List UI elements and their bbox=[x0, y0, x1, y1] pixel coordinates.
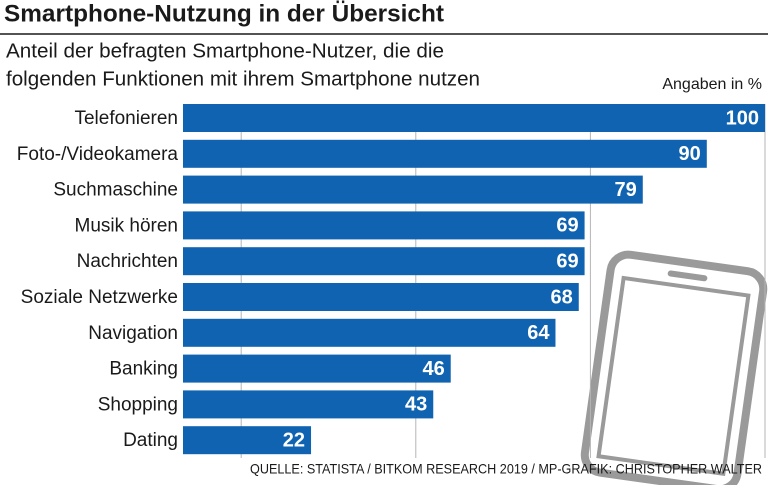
category-label: Telefonieren bbox=[74, 108, 178, 129]
category-label: Nachrichten bbox=[77, 251, 178, 272]
category-label: Shopping bbox=[98, 394, 178, 415]
value-label: 100 bbox=[726, 107, 759, 129]
bar bbox=[183, 283, 579, 311]
value-label: 90 bbox=[679, 143, 701, 165]
chart-title: Smartphone-Nutzung in der Übersicht bbox=[4, 0, 444, 27]
source-note: QUELLE: STATISTA / BITKOM RESEARCH 2019 … bbox=[250, 461, 762, 477]
value-label: 22 bbox=[283, 429, 305, 451]
category-label: Navigation bbox=[88, 323, 178, 344]
bar bbox=[183, 354, 451, 383]
category-label: Foto-/Videokamera bbox=[17, 144, 179, 165]
bar bbox=[183, 104, 765, 132]
value-label: 64 bbox=[527, 322, 550, 344]
category-label: Suchmaschine bbox=[53, 180, 178, 201]
bar bbox=[183, 318, 556, 347]
bar bbox=[183, 390, 434, 419]
subtitle: folgenden Funktionen mit ihrem Smartphon… bbox=[6, 68, 480, 90]
phone-icon bbox=[580, 250, 768, 485]
value-label: 68 bbox=[551, 286, 573, 308]
value-label: 69 bbox=[556, 215, 578, 237]
value-label: 43 bbox=[405, 394, 427, 416]
subtitle: Anteil der befragten Smartphone-Nutzer, … bbox=[6, 40, 444, 62]
category-label: Soziale Netzwerke bbox=[21, 287, 178, 308]
unit-label: Angaben in % bbox=[662, 76, 762, 93]
bar bbox=[183, 139, 707, 168]
bar bbox=[183, 426, 312, 455]
bar bbox=[183, 175, 643, 204]
bar bbox=[183, 211, 585, 240]
value-label: 79 bbox=[615, 179, 637, 201]
category-label: Dating bbox=[123, 430, 178, 451]
category-label: Banking bbox=[109, 359, 178, 380]
bar bbox=[183, 247, 585, 276]
category-label: Musik hören bbox=[75, 215, 179, 236]
value-label: 46 bbox=[422, 358, 444, 380]
value-label: 69 bbox=[556, 250, 578, 272]
